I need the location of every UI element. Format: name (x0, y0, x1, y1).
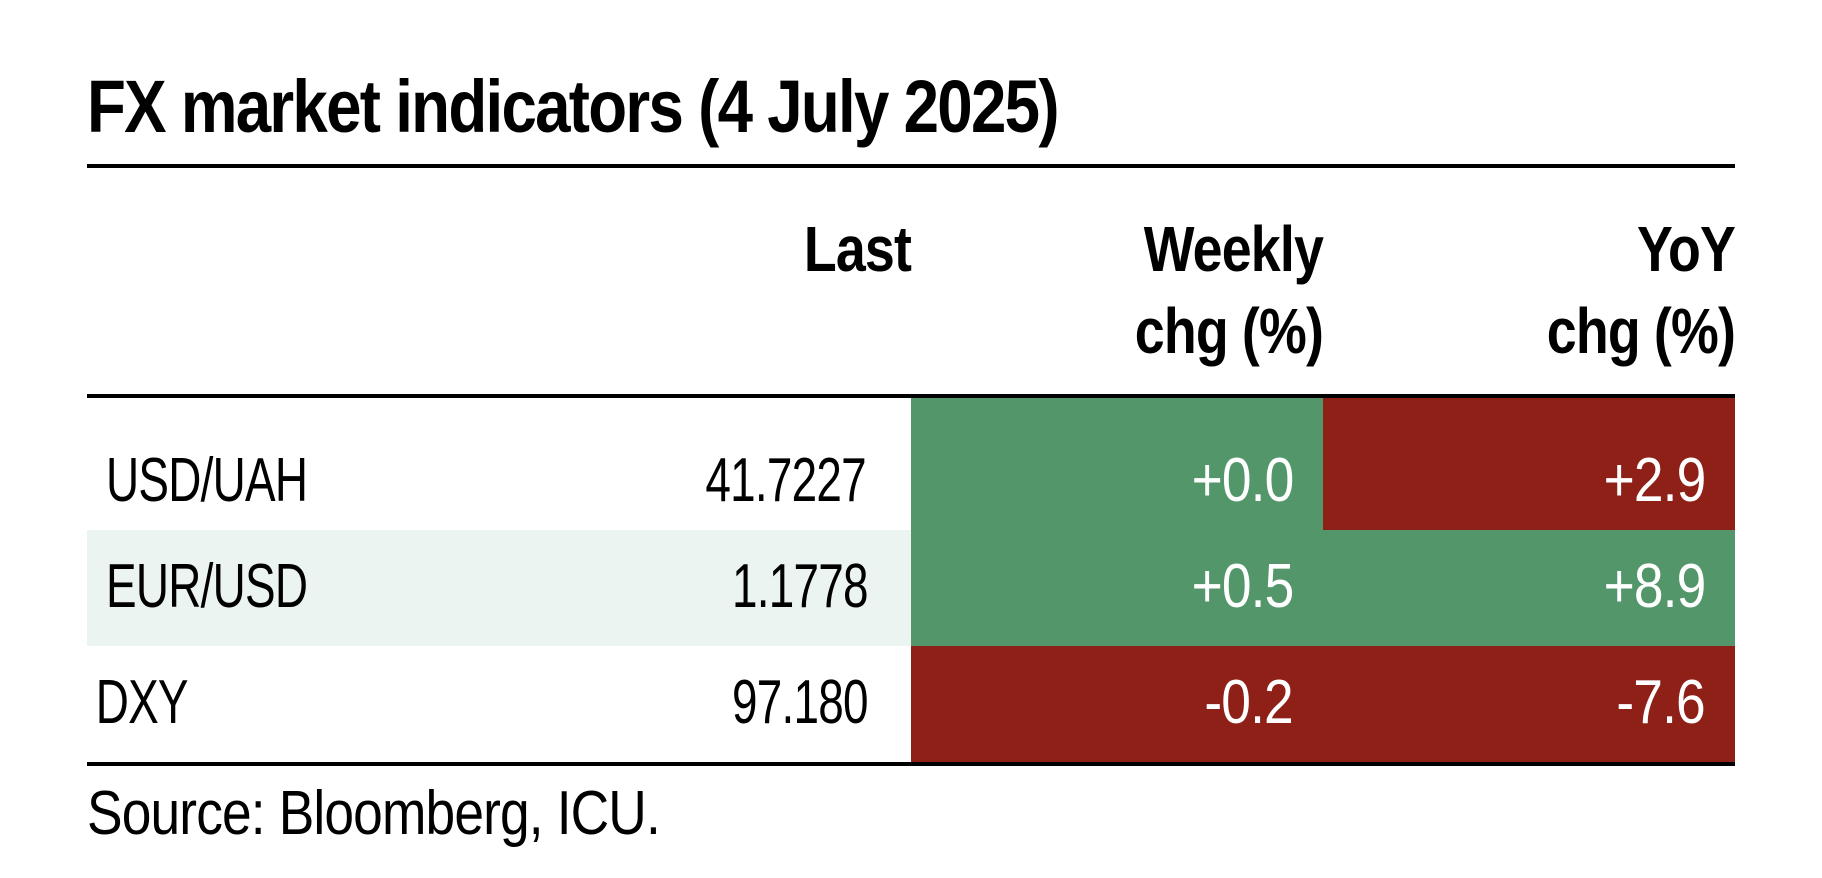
row-weekly-change: -0.2 (911, 646, 1323, 762)
table-body: USD/UAH 41.7227 +0.0 +2.9 EUR/USD 1.1778… (87, 398, 1735, 762)
row-weekly-change: +0.5 (911, 530, 1323, 646)
table-row: DXY 97.180 -0.2 -7.6 (87, 646, 1735, 762)
header-last: Last (87, 168, 912, 394)
row-label-cell: EUR/USD 1.1778 (87, 530, 911, 646)
header-rule (87, 394, 1735, 398)
bottom-rule (87, 762, 1735, 766)
header-yoy: YoY chg (%) (1323, 168, 1736, 394)
header-yoy-line2: chg (%) (1546, 295, 1736, 367)
row-yoy-change: +2.9 (1323, 398, 1735, 530)
table-row: EUR/USD 1.1778 +0.5 +8.9 (87, 530, 1735, 646)
header-weekly: Weekly chg (%) (911, 168, 1324, 394)
row-last-value: 97.180 (732, 668, 869, 737)
row-label-cell: DXY 97.180 (87, 646, 911, 762)
table-title-text: FX market indicators (4 July 2025) (87, 65, 1060, 148)
row-name: USD/UAH (106, 446, 308, 515)
top-rule (87, 164, 1735, 168)
header-weekly-line1: Weekly (1143, 213, 1324, 285)
row-last-value: 1.1778 (732, 552, 869, 621)
row-name: EUR/USD (106, 552, 308, 621)
row-yoy-change: +8.9 (1323, 530, 1735, 646)
header-yoy-line1: YoY (1636, 213, 1736, 285)
row-label-cell: USD/UAH 41.7227 (87, 398, 911, 530)
row-yoy-change: -7.6 (1323, 646, 1735, 762)
fx-indicators-table: FX market indicators (4 July 2025) Last … (87, 70, 1736, 849)
header-weekly-line2: chg (%) (1134, 295, 1324, 367)
table-title: FX market indicators (4 July 2025) (87, 70, 1504, 158)
header-last-label: Last (803, 213, 912, 285)
row-weekly-change: +0.0 (911, 398, 1323, 530)
row-name: DXY (95, 668, 189, 737)
source-text: Source: Bloomberg, ICU. (87, 779, 661, 848)
row-last-value: 41.7227 (705, 446, 866, 515)
table-header: Last Weekly chg (%) YoY chg (%) (87, 168, 1736, 394)
table-row: USD/UAH 41.7227 +0.0 +2.9 (87, 398, 1735, 530)
source-note: Source: Bloomberg, ICU. (87, 778, 1735, 849)
